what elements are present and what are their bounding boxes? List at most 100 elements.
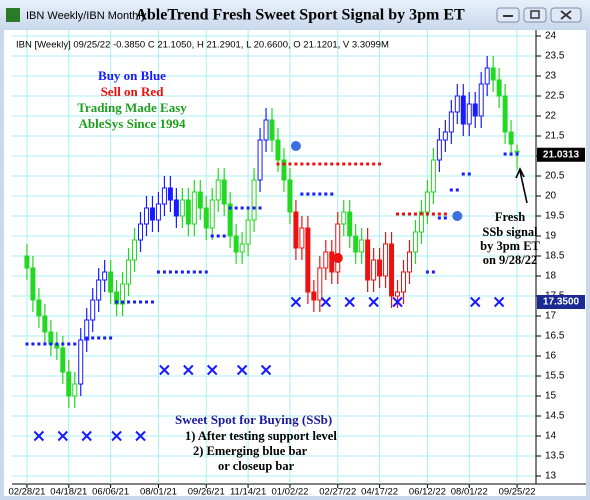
- candle-body: [203, 207, 209, 229]
- candle-body: [48, 331, 54, 345]
- stop-dot: [85, 336, 89, 340]
- candle-body: [60, 347, 66, 373]
- stop-dot: [31, 342, 35, 346]
- stop-dot: [515, 152, 519, 156]
- annotation: Sell on Red: [101, 84, 165, 99]
- stop-dot: [425, 212, 429, 216]
- candle-body: [460, 95, 466, 125]
- price-tag: [537, 295, 585, 309]
- ssb-marker: [320, 296, 332, 308]
- candle-body: [24, 255, 30, 269]
- stop-dot: [407, 212, 411, 216]
- candle-body: [335, 223, 341, 273]
- candle-body: [120, 283, 126, 305]
- candle-body: [496, 79, 502, 97]
- y-tick-label: 20: [545, 191, 557, 202]
- annotation: on 9/28/22: [483, 253, 538, 267]
- candle-body: [221, 179, 227, 205]
- x-tick-label: 06/12/22: [409, 487, 446, 498]
- candle-body: [299, 227, 305, 249]
- stop-dot: [240, 206, 244, 210]
- icon: [560, 10, 572, 20]
- ssb-marker: [207, 364, 218, 376]
- stop-dot: [204, 270, 208, 274]
- ssb-marker: [493, 296, 505, 308]
- stop-dot: [378, 162, 382, 166]
- ssb-marker: [57, 430, 69, 442]
- stop-dot: [443, 216, 447, 220]
- candle-body: [365, 239, 371, 281]
- signal-point: [332, 253, 343, 263]
- candle-body: [442, 131, 448, 141]
- y-tick-label: 18: [545, 271, 557, 282]
- candle-body: [508, 131, 514, 145]
- stop-dot: [306, 162, 310, 166]
- candle-body: [72, 383, 78, 397]
- y-tick-label: 22: [545, 111, 557, 122]
- y-tick-label: 17: [545, 311, 557, 322]
- stop-dot: [222, 234, 226, 238]
- stop-dot: [342, 162, 346, 166]
- y-tick-label: 23: [545, 71, 557, 82]
- stop-dot: [115, 300, 119, 304]
- y-tick-label: 15.5: [545, 371, 565, 382]
- candle-body: [466, 103, 472, 125]
- candle-body: [167, 187, 173, 201]
- ssb-marker: [135, 430, 146, 442]
- candle-body: [245, 219, 251, 245]
- stop-dot: [73, 342, 77, 346]
- x-tick-label: 02/28/21: [8, 487, 45, 498]
- candle-body: [233, 235, 239, 253]
- stop-dot: [312, 192, 316, 196]
- stop-dot: [258, 206, 262, 210]
- candle-body: [132, 239, 138, 261]
- stop-dot: [43, 342, 47, 346]
- ssb-marker: [392, 296, 403, 308]
- stop-dot: [162, 270, 166, 274]
- candle-body: [263, 119, 269, 141]
- annotation: Fresh: [495, 210, 525, 224]
- stop-dot: [276, 162, 280, 166]
- stop-dot: [67, 342, 71, 346]
- stop-dot: [437, 216, 441, 220]
- icon: [530, 10, 540, 19]
- stop-dot: [61, 342, 65, 346]
- ssb-marker: [236, 364, 248, 376]
- chart-subtitle: IBN [Weekly] 09/25/22 -0.3850 C 21.1050,…: [16, 40, 389, 51]
- candle-body: [502, 95, 508, 133]
- price-tag-label: 21.0313: [543, 149, 580, 160]
- ssb-marker: [159, 364, 170, 376]
- stop-dot: [127, 300, 131, 304]
- stop-dot: [336, 162, 340, 166]
- candle-body: [490, 67, 496, 81]
- y-tick-label: 13.5: [545, 451, 565, 462]
- arrow: [515, 167, 528, 204]
- stop-dot: [324, 192, 328, 196]
- x-tick-label: 08/01/21: [140, 487, 177, 498]
- ssb-marker: [260, 364, 272, 376]
- candle-body: [484, 67, 490, 85]
- x-tick-label: 02/27/22: [319, 487, 356, 498]
- candle-body: [138, 223, 144, 241]
- candle-body: [436, 139, 442, 161]
- y-tick-label: 20.5: [545, 171, 565, 182]
- ssb-marker: [33, 430, 45, 442]
- candle-body: [36, 299, 42, 317]
- stop-dot: [396, 212, 400, 216]
- stop-dot: [509, 152, 513, 156]
- y-tick-label: 13: [545, 471, 557, 482]
- candle-body: [389, 243, 395, 297]
- stop-dot: [354, 162, 358, 166]
- y-tick-label: 21.5: [545, 131, 565, 142]
- candle-body: [317, 267, 323, 301]
- candle-body: [173, 199, 179, 217]
- x-tick-label: 04/17/22: [361, 487, 398, 498]
- maximize-button[interactable]: [523, 7, 547, 23]
- stop-dot: [437, 212, 441, 216]
- candle-body: [42, 315, 48, 333]
- stop-dot: [103, 336, 107, 340]
- y-tick-label: 15: [545, 391, 557, 402]
- stop-dot: [318, 162, 322, 166]
- candle-body: [472, 103, 478, 117]
